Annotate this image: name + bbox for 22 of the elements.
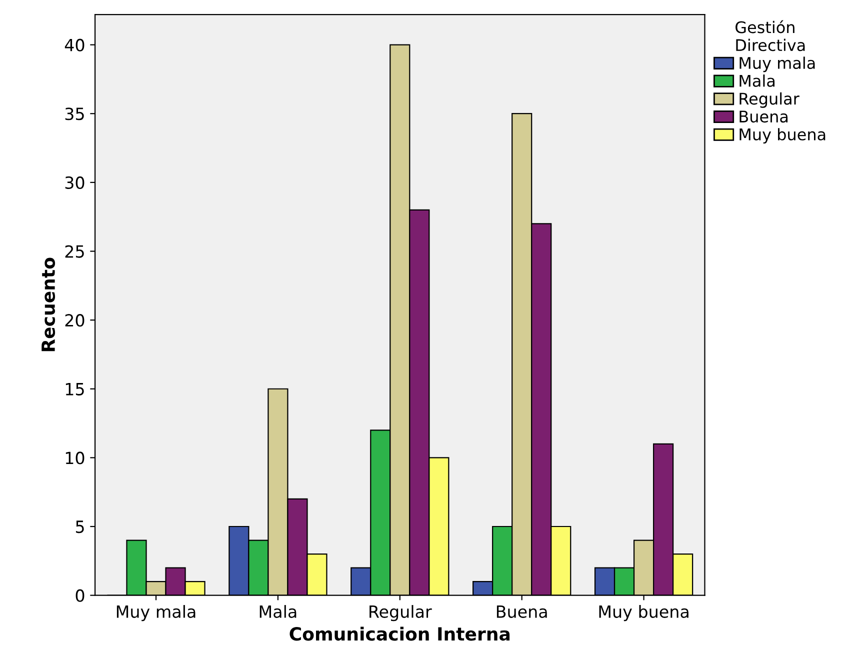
legend-label: Muy buena — [740, 128, 826, 144]
y-tick-label: 30 — [65, 176, 84, 189]
x-tick-label: Muy mala — [116, 605, 196, 622]
legend-label: Regular — [740, 92, 800, 108]
x-axis-title: Comunicacion Interna — [290, 626, 510, 641]
y-tick-label: 25 — [65, 245, 84, 258]
y-tick-label: 20 — [65, 314, 84, 327]
y-tick-label: 5 — [76, 520, 84, 534]
x-tick-label: Regular — [370, 605, 432, 622]
legend-title: Gestión Directiva — [736, 20, 805, 52]
y-axis-title: Recuento — [42, 258, 56, 352]
x-tick-label: Muy buena — [599, 605, 688, 622]
y-tick-label: 10 — [66, 452, 84, 464]
y-tick-label: 15 — [66, 383, 84, 396]
legend-label: Mala — [740, 74, 774, 87]
x-tick-label: Buena — [496, 606, 547, 618]
legend-label: Muy mala — [740, 56, 815, 72]
y-tick-label: 35 — [65, 108, 84, 120]
y-tick-label: 40 — [64, 38, 84, 52]
x-tick-label: Mala — [260, 605, 296, 618]
y-tick-label: 0 — [76, 589, 84, 602]
legend-label: Buena — [740, 110, 788, 123]
